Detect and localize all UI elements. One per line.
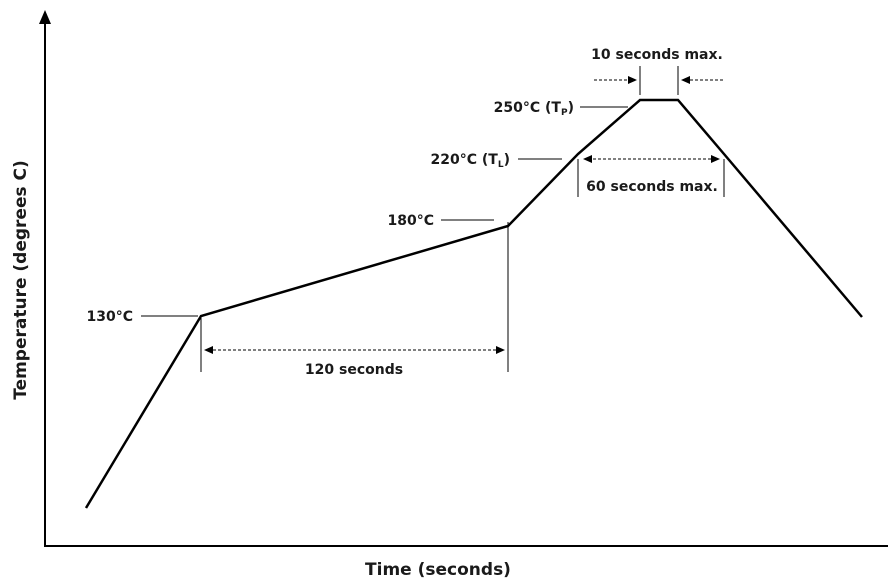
- soak-arrow-left: [204, 346, 213, 354]
- label-250: 250°C (TP): [494, 100, 574, 118]
- liquidus-duration-label: 60 seconds max.: [586, 179, 718, 195]
- peak-duration-label: 10 seconds max.: [591, 47, 723, 63]
- y-axis-title: Temperature (degrees C): [11, 160, 31, 400]
- label-220: 220°C (TL): [431, 152, 510, 170]
- y-axis-arrowhead: [39, 10, 51, 24]
- peak-arrow-left-head: [628, 76, 637, 84]
- peak-arrow-right-head: [681, 76, 690, 84]
- liquidus-arrow-right: [711, 155, 720, 163]
- soak-duration-label: 120 seconds: [305, 362, 403, 378]
- temperature-profile-line: [84, 98, 863, 509]
- liquidus-arrow-left: [583, 155, 592, 163]
- label-180: 180°C: [388, 213, 435, 229]
- soak-arrow-right: [496, 346, 505, 354]
- x-axis-title: Time (seconds): [365, 560, 511, 580]
- label-130: 130°C: [87, 309, 134, 325]
